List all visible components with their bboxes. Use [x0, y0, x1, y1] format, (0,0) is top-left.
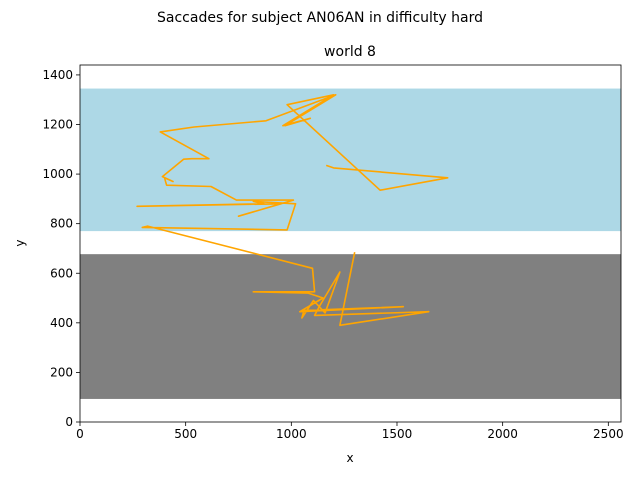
chart-suptitle: Saccades for subject AN06AN in difficult… — [157, 10, 483, 26]
y-axis-label: y — [13, 239, 27, 246]
axes-frame — [79, 64, 622, 423]
x-tick-label-0: 0 — [76, 427, 84, 441]
y-tick-label-1400: 1400 — [42, 68, 73, 82]
y-tick-label-800: 800 — [50, 217, 73, 231]
saccade-line-0 — [136, 94, 449, 327]
x-tick-label-1500: 1500 — [382, 427, 413, 441]
region-1 — [80, 254, 621, 399]
y-tick-label-600: 600 — [50, 266, 73, 280]
x-tick-label-1000: 1000 — [276, 427, 307, 441]
y-tick-label-200: 200 — [50, 365, 73, 379]
x-tick-label-500: 500 — [174, 427, 197, 441]
y-tick-label-0: 0 — [65, 415, 73, 429]
x-tick-label-2500: 2500 — [593, 427, 624, 441]
y-tick-label-1000: 1000 — [42, 167, 73, 181]
x-axis-label: x — [346, 451, 353, 465]
chart-title: world 8 — [324, 44, 376, 60]
y-tick-label-400: 400 — [50, 316, 73, 330]
y-tick-label-1200: 1200 — [42, 118, 73, 132]
plot-area: 0 500 1000 1500 2000 2500 0 200 400 600 800 1000 120… — [42, 64, 624, 441]
region-0 — [80, 88, 621, 232]
x-tick-label-2000: 2000 — [487, 427, 518, 441]
